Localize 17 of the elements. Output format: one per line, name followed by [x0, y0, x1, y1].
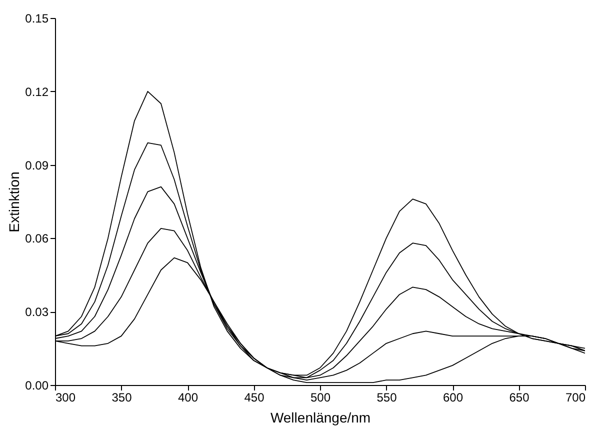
x-tick-label: 700: [565, 390, 586, 404]
x-tick-label: 600: [442, 390, 464, 404]
y-tick-label: 0.12: [25, 84, 49, 99]
x-tick-label: 650: [509, 390, 530, 404]
y-tick-label: 0.15: [25, 12, 49, 26]
x-tick-label: 500: [310, 390, 331, 404]
y-tick-label: 0.03: [25, 305, 49, 320]
x-axis-title: Wellenlänge/nm: [270, 410, 371, 426]
y-tick-label: 0.06: [25, 232, 49, 246]
x-tick-label: 400: [178, 390, 198, 404]
y-axis-title: Extinktion: [6, 172, 22, 232]
y-tick-label: 0.00: [25, 378, 49, 392]
x-tick-label: 450: [244, 390, 265, 404]
y-tick-label: 0.09: [25, 158, 49, 172]
x-tick-label: 550: [376, 390, 398, 404]
x-tick-label: 300: [56, 390, 76, 404]
x-tick-label: 350: [112, 390, 132, 404]
